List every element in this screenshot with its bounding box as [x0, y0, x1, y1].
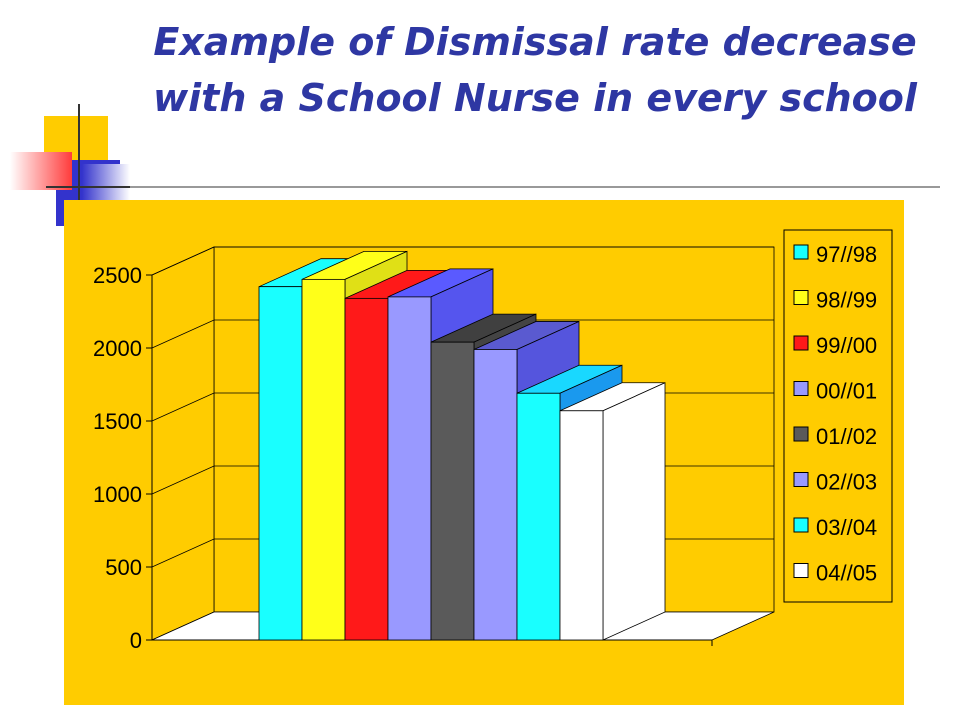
- legend-swatch: [793, 335, 809, 351]
- legend-swatch: [793, 517, 809, 533]
- legend-label: 00//01: [816, 379, 877, 404]
- gridline: [151, 246, 774, 276]
- chart-area: 0 500 1000 1500 2000 2500 97//98 98//99 99//00 00…: [64, 200, 904, 705]
- legend-swatch: [793, 290, 809, 305]
- legend-label: 99//00: [816, 333, 877, 358]
- bar: [473, 349, 518, 641]
- legend-label: 97//98: [816, 242, 877, 267]
- bar: [559, 410, 604, 641]
- legend: [783, 229, 893, 603]
- legend-swatch: [793, 563, 809, 578]
- bar-chart: 0 500 1000 1500 2000 2500 97//98 98//99 99//00 00…: [93, 229, 893, 653]
- y-tick-label: 2000: [93, 336, 142, 361]
- legend-label: 04//05: [816, 561, 877, 586]
- bar: [516, 392, 561, 641]
- legend-label: 01//02: [816, 424, 877, 449]
- y-tick-label: 1000: [93, 482, 142, 507]
- side-wall: [151, 246, 215, 641]
- decorative-ornament: [0, 90, 940, 226]
- bar: [258, 286, 303, 641]
- bar: [344, 297, 389, 641]
- legend-swatch: [793, 426, 809, 442]
- y-tick-label: 0: [130, 628, 142, 653]
- bar: [430, 341, 475, 641]
- legend-label: 02//03: [816, 470, 877, 495]
- legend-swatch: [793, 244, 809, 260]
- gridline: [151, 319, 774, 349]
- y-tick-label: 500: [105, 555, 142, 580]
- y-tick-label: 1500: [93, 409, 142, 434]
- y-tick-label: 2500: [93, 263, 142, 288]
- legend-label: 03//04: [816, 515, 877, 540]
- bar: [301, 278, 346, 641]
- bar: [387, 296, 432, 641]
- page-title: Example of Dismissal rate decrease with …: [153, 20, 917, 120]
- legend-swatch: [793, 381, 809, 396]
- legend-swatch: [793, 472, 809, 487]
- legend-label: 98//99: [816, 288, 877, 313]
- bar-side: [602, 382, 666, 641]
